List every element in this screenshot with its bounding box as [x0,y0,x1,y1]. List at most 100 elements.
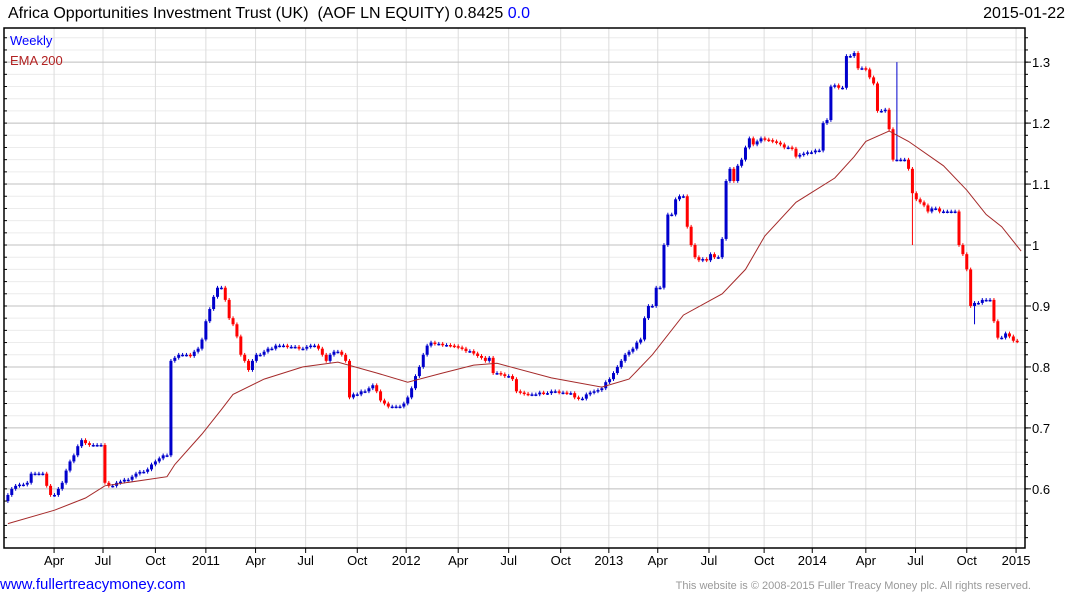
candle-down [433,342,437,345]
candle-up [37,473,41,476]
candle-down [511,376,515,380]
candle-up [809,152,813,154]
candle-up [254,354,258,361]
candle-up [821,123,825,151]
candle-down [379,391,383,401]
candle-up [270,348,274,351]
x-tick-label: Apr [448,553,469,568]
candle-up [934,208,938,210]
candle-up [126,479,130,482]
candle-down [914,193,918,200]
chart-title: Africa Opportunities Investment Trust (U… [8,5,530,23]
candle-down [689,226,693,246]
candle-up [569,393,573,395]
legend-weekly: Weekly [10,33,53,48]
candle-down [514,379,518,392]
candle-up [417,366,421,377]
candle-up [421,354,425,367]
candle-up [953,211,957,213]
candle-up [596,390,600,392]
candle-up [604,382,608,389]
candle-down [448,344,452,347]
candle-up [786,147,790,149]
x-tick-label: Oct [347,553,368,568]
candle-up [445,344,449,347]
x-tick-label: 2013 [594,553,623,568]
candle-down [557,391,561,393]
candle-up [561,392,565,395]
candle-up [658,287,662,290]
candle-up [138,471,142,474]
candle-up [332,351,336,355]
candle-up [646,305,650,319]
candle-down [778,142,782,145]
website-link[interactable]: www.fullertreacymoney.com [0,576,186,593]
x-tick-label: Jul [297,553,314,568]
candle-up [216,287,220,297]
x-tick-label: Jul [701,553,718,568]
x-tick-label: 2014 [798,553,827,568]
candle-up [895,159,899,162]
candle-up [639,339,643,343]
candle-up [118,481,122,484]
candle-down [103,444,107,483]
candle-up [677,196,681,200]
y-tick-label: 1.1 [1032,177,1050,192]
x-tick-label: Oct [754,553,775,568]
candle-up [806,152,810,154]
candle-up [21,484,25,487]
candle-up [619,360,623,367]
candle-down [864,68,868,70]
candle-down [499,373,503,375]
candle-up [91,444,95,447]
candle-down [872,77,876,84]
candle-down [223,287,227,300]
candle-up [930,208,934,212]
candle-down [790,147,794,149]
candle-down [340,351,344,355]
candle-down [243,354,247,361]
candle-up [883,109,887,112]
candle-down [565,392,569,395]
candle-up [351,394,355,398]
candle-up [437,343,441,346]
candle-down [522,392,526,395]
candle-down [227,299,231,319]
candle-up [18,484,22,487]
candle-up [852,52,856,57]
y-tick-label: 1.2 [1032,116,1050,131]
candle-up [394,406,398,409]
candle-up [584,394,588,399]
candle-up [627,351,631,355]
candle-down [763,138,767,140]
candle-up [309,345,313,348]
x-tick-label: Apr [856,553,877,568]
candle-up [146,469,150,472]
candle-up [212,296,216,310]
candle-up [903,159,907,162]
candle-up [336,351,340,354]
candle-down [456,346,460,348]
candle-down [45,473,49,486]
candle-up [95,444,99,447]
candle-down [518,391,522,393]
candle-down [441,343,445,346]
candle-up [728,168,732,182]
candle-up [33,473,37,476]
candle-down [231,318,235,325]
candle-up [25,482,29,485]
candle-up [204,321,208,340]
candle-up [833,85,837,87]
candle-down [235,324,239,337]
candle-up [157,458,161,462]
candle-up [150,464,154,470]
candle-down [320,348,324,355]
candle-down [907,159,911,169]
candle-up [355,394,359,396]
candle-down [782,144,786,148]
candle-down [957,211,961,246]
candle-up [402,403,406,407]
candle-up [879,110,883,113]
candle-up [414,376,418,389]
candle-up [468,351,472,353]
